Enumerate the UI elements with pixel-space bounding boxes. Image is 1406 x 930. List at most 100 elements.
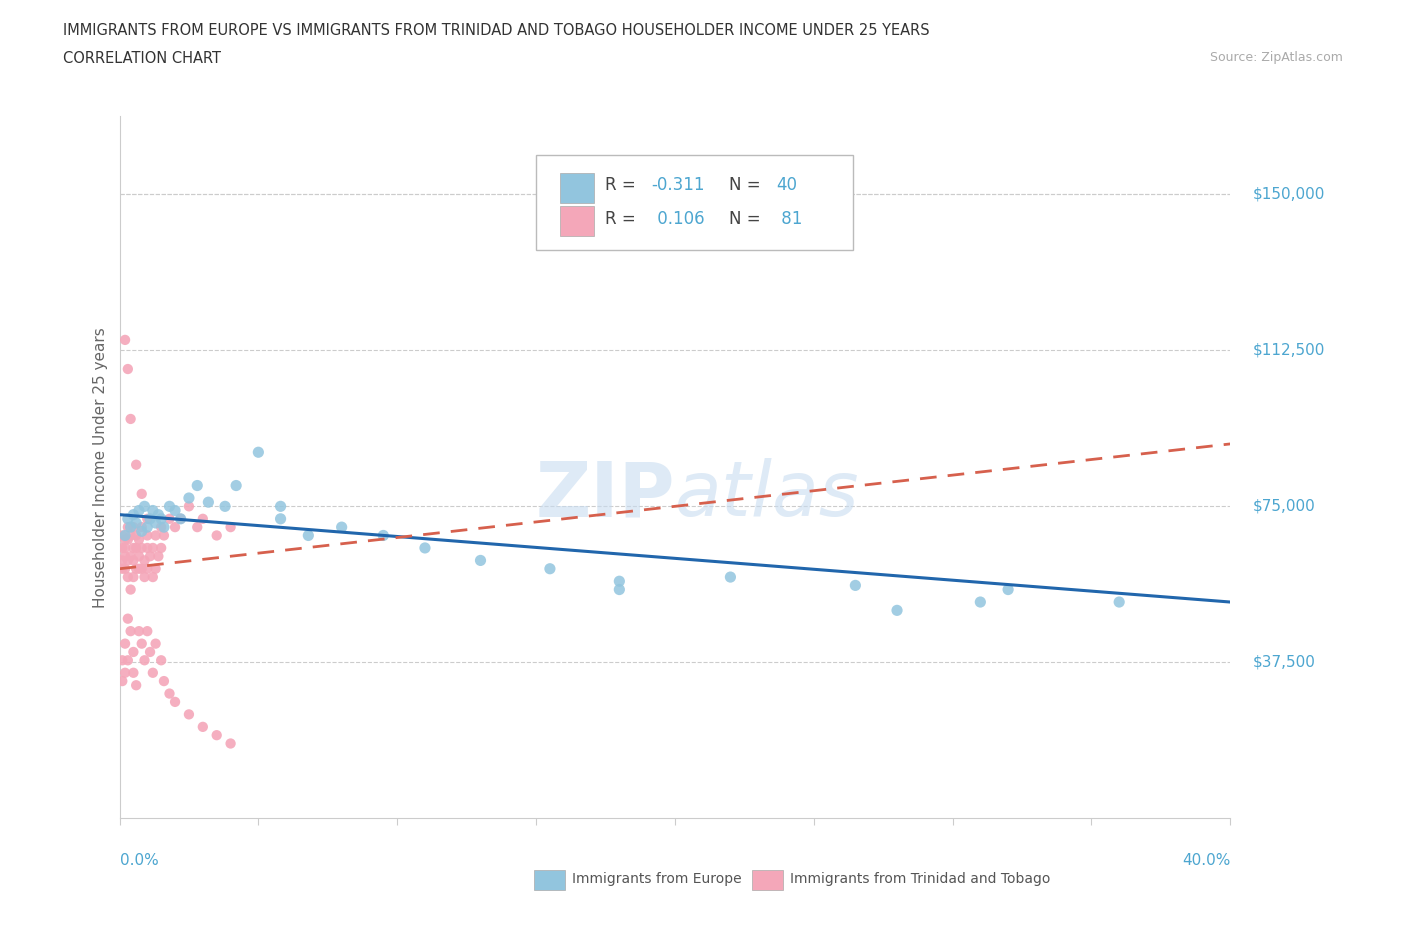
Point [142, 665, 165, 680]
Point [159, 498, 181, 513]
Text: 40.0%: 40.0% [1182, 853, 1230, 868]
Point [142, 503, 165, 518]
Point [125, 540, 148, 555]
Point [122, 644, 145, 659]
Point [114, 332, 136, 347]
Text: 0.0%: 0.0% [120, 853, 159, 868]
Point [128, 624, 150, 639]
Point [145, 515, 167, 530]
Point [136, 624, 159, 639]
Point [117, 532, 139, 547]
Point [219, 736, 242, 751]
Point [191, 512, 214, 526]
Point [131, 486, 153, 501]
Point [120, 411, 142, 426]
Y-axis label: Householder Income Under 25 years: Householder Income Under 25 years [93, 327, 108, 607]
Point [205, 728, 228, 743]
Point [139, 644, 162, 659]
Point [186, 520, 208, 535]
Point [131, 540, 153, 555]
Point [120, 528, 142, 543]
Point [142, 540, 165, 555]
Text: Immigrants from Europe: Immigrants from Europe [572, 871, 742, 886]
Point [191, 720, 214, 735]
Point [153, 673, 176, 688]
Point [169, 512, 191, 526]
Text: N =: N = [730, 176, 766, 194]
Point [145, 528, 167, 543]
Point [844, 578, 866, 592]
Point [111, 673, 134, 688]
Point [117, 611, 139, 626]
Point [111, 553, 134, 568]
Point [150, 540, 173, 555]
Point [111, 540, 134, 555]
Point [114, 665, 136, 680]
Point [131, 636, 153, 651]
Text: $150,000: $150,000 [1253, 187, 1324, 202]
Point [330, 520, 353, 535]
Point [122, 540, 145, 555]
Point [136, 528, 159, 543]
Point [270, 498, 292, 513]
Point [159, 512, 181, 526]
Text: $112,500: $112,500 [1253, 343, 1324, 358]
Point [122, 665, 145, 680]
Point [225, 478, 247, 493]
Point [270, 512, 292, 526]
Point [128, 503, 150, 518]
Point [122, 507, 145, 522]
Point [120, 520, 142, 535]
Point [136, 512, 159, 526]
Point [111, 653, 134, 668]
Point [177, 490, 200, 505]
Text: 81: 81 [776, 209, 803, 228]
Point [111, 528, 134, 543]
Text: R =: R = [605, 176, 641, 194]
Point [150, 520, 173, 535]
Point [413, 540, 436, 555]
Point [125, 515, 148, 530]
Text: $37,500: $37,500 [1253, 655, 1316, 670]
Point [145, 562, 167, 577]
Point [373, 528, 395, 543]
Text: N =: N = [730, 209, 766, 228]
Point [134, 570, 156, 585]
Point [139, 549, 162, 564]
Text: R =: R = [605, 209, 641, 228]
Point [117, 362, 139, 377]
Point [219, 520, 242, 535]
Text: ZIP: ZIP [536, 458, 675, 532]
Text: 0.106: 0.106 [651, 209, 704, 228]
Point [607, 582, 630, 597]
Point [134, 553, 156, 568]
Point [197, 495, 219, 510]
Point [142, 570, 165, 585]
Point [114, 549, 136, 564]
Point [720, 570, 742, 585]
Text: CORRELATION CHART: CORRELATION CHART [63, 51, 221, 66]
Point [117, 512, 139, 526]
Point [122, 553, 145, 568]
Point [125, 678, 148, 693]
Text: $75,000: $75,000 [1253, 498, 1315, 514]
Point [114, 532, 136, 547]
Point [117, 520, 139, 535]
FancyBboxPatch shape [561, 173, 593, 203]
Point [186, 478, 208, 493]
Point [117, 570, 139, 585]
Point [163, 695, 186, 710]
Point [886, 603, 908, 618]
Point [205, 528, 228, 543]
Point [177, 707, 200, 722]
Point [1108, 594, 1130, 609]
Point [214, 498, 236, 513]
Point [163, 503, 186, 518]
Point [128, 549, 150, 564]
Point [145, 636, 167, 651]
Point [114, 528, 136, 543]
Point [177, 498, 200, 513]
Point [997, 582, 1019, 597]
Point [136, 540, 159, 555]
Point [538, 562, 561, 577]
